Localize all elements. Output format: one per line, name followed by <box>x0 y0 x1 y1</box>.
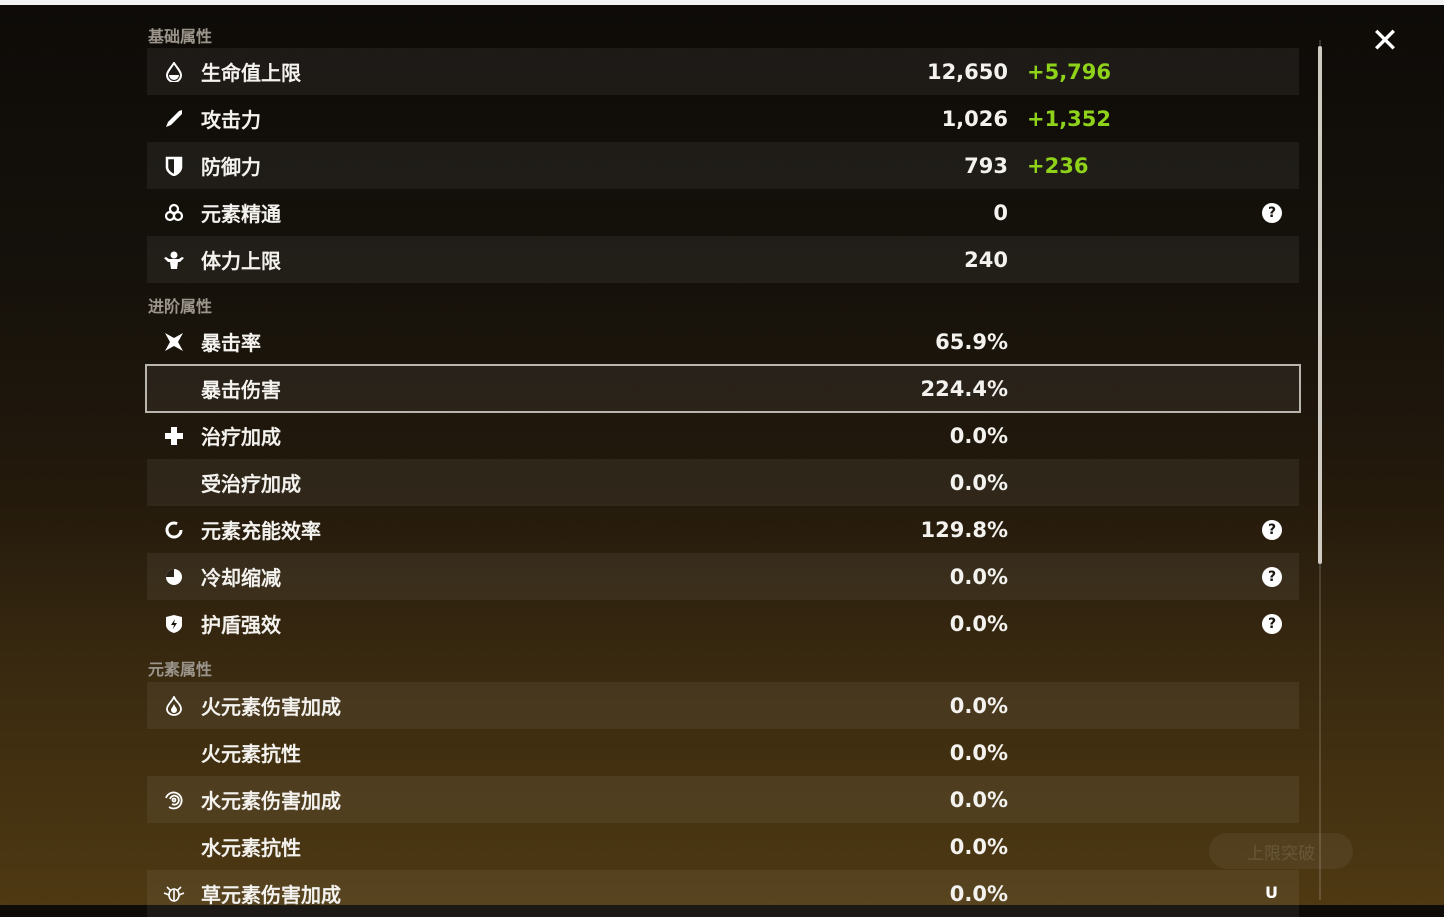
stat-value: 0.0% <box>949 787 1008 812</box>
help-icon[interactable]: ? <box>1262 519 1282 540</box>
stat-value: 240 <box>964 247 1008 272</box>
stat-value: 0.0% <box>949 881 1008 906</box>
stat-row-pyro-dmg: 火元素伤害加成 0.0% <box>147 682 1299 729</box>
healing-cross-icon <box>163 425 185 447</box>
stat-row-shield-strength: 护盾强效 0.0% ? <box>147 600 1299 647</box>
stat-value: 0.0% <box>949 740 1008 765</box>
ascend-button: 上限突破 <box>1209 833 1353 869</box>
shield-strength-icon <box>163 613 185 635</box>
stat-row-energy-recharge: 元素充能效率 129.8% ? <box>147 506 1299 553</box>
stat-label: 体力上限 <box>201 249 281 273</box>
section-advanced-header: 进阶属性 <box>148 297 213 316</box>
stat-label: 受治疗加成 <box>201 472 301 496</box>
stat-label: 护盾强效 <box>201 613 281 637</box>
stat-row-hydro-res: 水元素抗性 0.0% <box>147 823 1299 870</box>
stat-row-def: 防御力 793 +236 <box>147 142 1299 189</box>
stat-bonus: +1,352 <box>1027 106 1112 131</box>
stat-row-atk: 攻击力 1,026 +1,352 <box>147 95 1299 142</box>
stat-row-hydro-dmg: 水元素伤害加成 0.0% <box>147 776 1299 823</box>
stat-value: 0.0% <box>949 834 1008 859</box>
stat-row-dendro-dmg: 草元素伤害加成 0.0% <box>147 870 1299 917</box>
stat-value: 1,026 <box>941 106 1008 131</box>
help-icon[interactable]: ? <box>1262 566 1282 587</box>
energy-recharge-icon <box>163 519 185 541</box>
stamina-icon <box>163 249 185 271</box>
stat-row-crit-rate: 暴击率 65.9% <box>147 318 1299 365</box>
stat-label: 草元素伤害加成 <box>201 883 341 907</box>
section-basic-header: 基础属性 <box>148 27 213 46</box>
hp-drop-icon <box>163 61 185 83</box>
stat-row-em: 元素精通 0 ? <box>147 189 1299 236</box>
stat-label: 暴击伤害 <box>201 378 281 402</box>
stat-value: 0.0% <box>949 611 1008 636</box>
hydro-icon <box>163 789 185 811</box>
stat-label: 水元素伤害加成 <box>201 789 341 813</box>
stat-label: 冷却缩减 <box>201 566 281 590</box>
stat-row-stamina: 体力上限 240 <box>147 236 1299 283</box>
stat-label: 元素充能效率 <box>201 519 321 543</box>
elemental-mastery-icon <box>163 202 185 224</box>
stat-row-cd-reduction: 冷却缩减 0.0% ? <box>147 553 1299 600</box>
close-button[interactable]: ✕ <box>1370 21 1400 61</box>
window-top-border <box>0 0 1444 5</box>
shield-icon <box>163 155 185 177</box>
stat-label: 暴击率 <box>201 331 261 355</box>
pyro-icon <box>163 695 185 717</box>
cooldown-icon <box>163 566 185 588</box>
stat-row-incoming-healing: 受治疗加成 0.0% <box>147 459 1299 506</box>
stat-row-pyro-res: 火元素抗性 0.0% <box>147 729 1299 776</box>
stat-label: 水元素抗性 <box>201 836 301 860</box>
stat-bonus: +5,796 <box>1027 59 1112 84</box>
stat-value: 0.0% <box>949 693 1008 718</box>
stat-label: 元素精通 <box>201 202 281 226</box>
stat-label: 火元素抗性 <box>201 742 301 766</box>
stat-label: 治疗加成 <box>201 425 281 449</box>
stat-label: 生命值上限 <box>201 61 301 85</box>
stat-value: 12,650 <box>926 59 1008 84</box>
stat-value: 224.4% <box>920 376 1008 401</box>
stat-bonus: +236 <box>1027 153 1089 178</box>
section-elemental-header: 元素属性 <box>148 660 213 679</box>
stat-label: 火元素伤害加成 <box>201 695 341 719</box>
stat-row-healing-bonus: 治疗加成 0.0% <box>147 412 1299 459</box>
stat-value: 0 <box>993 200 1008 225</box>
help-icon[interactable]: ? <box>1262 613 1282 634</box>
scrollbar-thumb[interactable] <box>1318 46 1322 564</box>
stat-value: 0.0% <box>949 470 1008 495</box>
stat-value: 0.0% <box>949 564 1008 589</box>
stat-value: 793 <box>964 153 1008 178</box>
sword-icon <box>163 108 185 130</box>
stat-label: 防御力 <box>201 155 261 179</box>
crit-rate-icon <box>163 331 185 353</box>
dendro-icon <box>163 883 185 905</box>
stat-row-crit-dmg[interactable]: 暴击伤害 224.4% <box>145 364 1301 413</box>
stat-label: 攻击力 <box>201 108 261 132</box>
stat-row-hp: 生命值上限 12,650 +5,796 <box>147 48 1299 95</box>
stat-value: 129.8% <box>920 517 1008 542</box>
stat-value: 0.0% <box>949 423 1008 448</box>
stat-value: 65.9% <box>935 329 1008 354</box>
help-icon[interactable]: ? <box>1262 202 1282 223</box>
uid-label: U <box>1265 883 1278 902</box>
